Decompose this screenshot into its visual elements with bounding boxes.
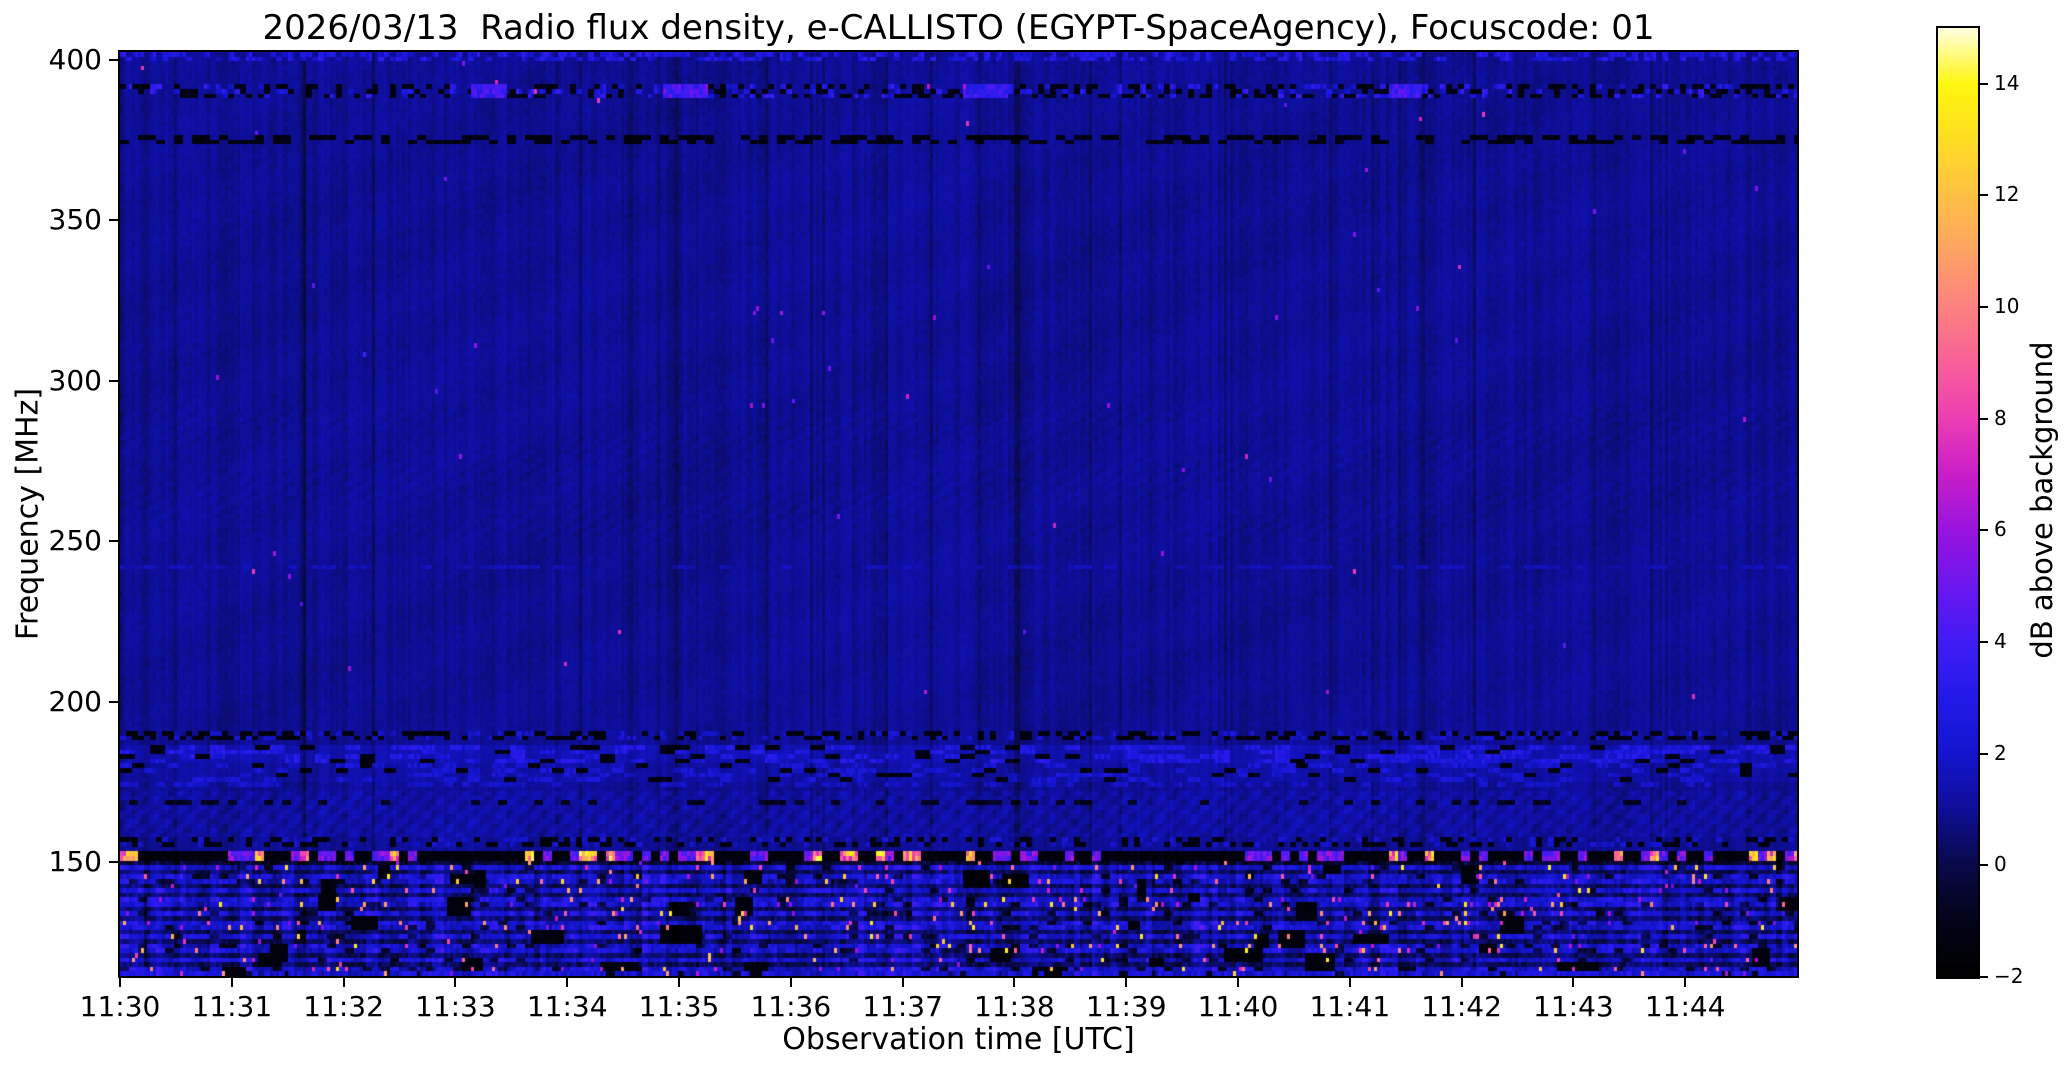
x-tick-label: 11:31 xyxy=(191,990,273,1023)
colorbar-tick-label: 12 xyxy=(1994,182,2020,207)
x-tick-label: 11:43 xyxy=(1533,990,1614,1023)
x-tick-label: 11:32 xyxy=(303,990,384,1023)
colorbar-tick-label: 8 xyxy=(1994,405,2007,430)
x-tick-label: 11:35 xyxy=(638,990,720,1023)
x-tick-label: 11:41 xyxy=(1309,990,1391,1023)
y-axis-label: Frequency [MHz] xyxy=(10,387,46,641)
x-tick-label: 11:42 xyxy=(1421,990,1502,1023)
x-tick-mark xyxy=(1572,978,1575,987)
colorbar-gradient xyxy=(1938,28,1978,977)
y-tick-mark xyxy=(109,861,118,864)
y-tick-label: 350 xyxy=(48,203,102,237)
x-tick-label: 11:33 xyxy=(415,990,496,1023)
y-tick-mark xyxy=(109,540,118,543)
y-tick-mark xyxy=(109,379,118,382)
x-tick-mark xyxy=(119,978,121,987)
colorbar-tick-mark xyxy=(1980,82,1988,85)
colorbar-tick-label: 2 xyxy=(1994,740,2007,765)
x-tick-mark xyxy=(1013,978,1016,987)
colorbar-tick-label: 4 xyxy=(1994,629,2007,654)
x-tick-mark xyxy=(1125,978,1128,987)
x-tick-mark xyxy=(678,978,680,987)
y-tick-mark xyxy=(109,219,118,222)
x-tick-label: 11:30 xyxy=(79,990,161,1023)
x-axis-label: Observation time [UTC] xyxy=(782,1022,1135,1057)
colorbar-tick-label: 10 xyxy=(1994,294,2020,319)
spectrogram-canvas xyxy=(120,52,1797,976)
colorbar-label: dB above background xyxy=(2025,341,2059,659)
colorbar-tick-mark xyxy=(1980,864,1988,867)
y-tick-mark xyxy=(109,700,118,703)
x-tick-label: 11:37 xyxy=(862,990,943,1023)
colorbar-tick-label: 0 xyxy=(1994,852,2007,877)
x-tick-mark xyxy=(566,978,569,987)
x-tick-label: 11:34 xyxy=(526,990,608,1023)
colorbar-tick-label: −2 xyxy=(1994,964,2024,988)
x-tick-mark xyxy=(1348,978,1351,987)
x-tick-label: 11:38 xyxy=(974,990,1055,1023)
plot-area xyxy=(118,50,1799,978)
x-tick-label: 11:36 xyxy=(750,990,832,1023)
colorbar-tick-label: 6 xyxy=(1994,517,2007,542)
x-tick-label: 11:39 xyxy=(1085,990,1167,1023)
colorbar-tick-mark xyxy=(1980,752,1988,755)
colorbar-tick-mark xyxy=(1980,976,1988,978)
colorbar-tick-label: 14 xyxy=(1994,70,2020,95)
colorbar-tick-mark xyxy=(1980,306,1988,309)
y-tick-label: 200 xyxy=(48,684,102,718)
chart-title: 2026/03/13 Radio flux density, e-CALLIST… xyxy=(262,8,1655,48)
colorbar xyxy=(1936,26,1980,979)
x-tick-label: 11:40 xyxy=(1197,990,1279,1023)
x-tick-mark xyxy=(342,978,345,987)
x-tick-mark xyxy=(230,978,233,987)
x-tick-mark xyxy=(1684,978,1687,987)
colorbar-tick-mark xyxy=(1980,529,1988,532)
colorbar-tick-mark xyxy=(1980,641,1988,644)
x-tick-mark xyxy=(1460,978,1463,987)
x-tick-mark xyxy=(454,978,457,987)
colorbar-tick-mark xyxy=(1980,194,1988,197)
y-tick-label: 300 xyxy=(48,363,102,397)
y-tick-mark xyxy=(109,59,118,62)
colorbar-tick-mark xyxy=(1980,417,1988,420)
x-tick-label: 11:44 xyxy=(1644,990,1726,1023)
x-tick-mark xyxy=(901,978,904,987)
y-tick-label: 400 xyxy=(48,43,102,77)
x-tick-mark xyxy=(1237,978,1239,987)
y-tick-label: 250 xyxy=(48,524,102,558)
y-tick-label: 150 xyxy=(48,845,102,879)
x-tick-mark xyxy=(789,978,792,987)
